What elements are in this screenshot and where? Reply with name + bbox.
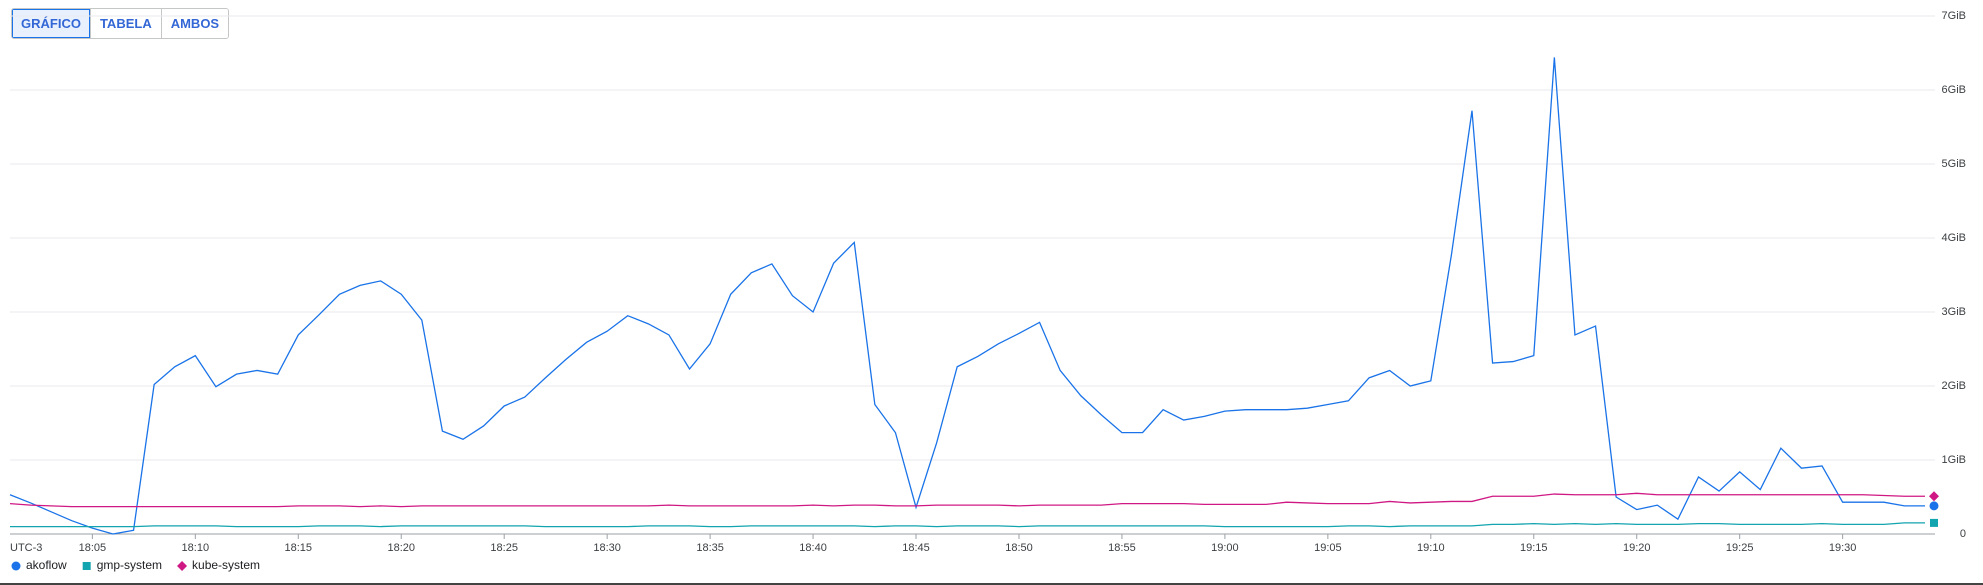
x-tick-label: 19:05 — [1314, 542, 1342, 554]
view-toggle: GRÁFICO TABELA AMBOS — [11, 8, 230, 39]
legend-marker — [177, 561, 188, 571]
x-tick-label: 18:45 — [902, 542, 930, 554]
view-button[interactable]: GRÁFICO — [12, 9, 90, 38]
y-tick-label: 2GiB — [1942, 380, 1966, 392]
legend: akoflow gmp-system kube-system — [11, 558, 260, 572]
series-line — [9, 57, 1925, 535]
series-line — [10, 522, 1925, 528]
y-tick-label: 6GiB — [1942, 84, 1966, 96]
x-tick-label: 18:25 — [490, 542, 518, 554]
legend-label: gmp-system — [97, 558, 162, 572]
x-tick-label: 18:10 — [182, 542, 210, 554]
x-tick-label: 19:00 — [1211, 542, 1239, 554]
timezone-label: UTC-3 — [10, 542, 42, 554]
legend-label: kube-system — [192, 558, 260, 572]
y-tick-label: 5GiB — [1942, 158, 1966, 170]
end-marker — [1929, 491, 1939, 502]
y-tick-label: 4GiB — [1942, 232, 1966, 244]
y-tick-label: 1GiB — [1942, 454, 1966, 466]
end-marker — [1930, 518, 1938, 527]
y-tick-label: 7GiB — [1942, 10, 1966, 22]
x-tick-label: 18:20 — [387, 542, 415, 554]
x-tick-label: 18:30 — [593, 542, 621, 554]
x-tick-label: 19:25 — [1726, 542, 1754, 554]
series-line — [9, 492, 1925, 508]
x-tick-label: 19:10 — [1417, 542, 1445, 554]
x-tick-label: 19:15 — [1520, 542, 1548, 554]
x-tick-label: 18:50 — [1005, 542, 1033, 554]
legend-marker — [82, 562, 91, 570]
x-tick-label: 18:35 — [696, 542, 724, 554]
view-button[interactable]: TABELA — [89, 9, 161, 38]
legend-marker — [11, 561, 21, 571]
y-tick-label: 0 — [1960, 528, 1966, 540]
x-tick-label: 19:30 — [1829, 542, 1857, 554]
x-tick-label: 18:40 — [799, 542, 827, 554]
end-marker — [1929, 501, 1939, 511]
view-button[interactable]: AMBOS — [160, 9, 229, 38]
y-tick-label: 3GiB — [1942, 306, 1966, 318]
legend-label: akoflow — [26, 558, 67, 572]
x-tick-label: 18:05 — [79, 542, 107, 554]
x-tick-label: 18:55 — [1108, 542, 1136, 554]
x-tick-label: 18:15 — [285, 542, 313, 554]
x-tick-label: 19:20 — [1623, 542, 1651, 554]
